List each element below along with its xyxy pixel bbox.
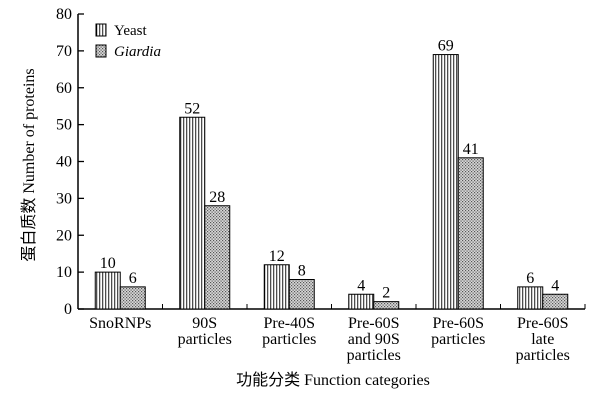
y-tick-label: 20 bbox=[56, 227, 72, 244]
data-label: 41 bbox=[463, 141, 479, 158]
data-label: 4 bbox=[357, 277, 365, 294]
x-tick-label-line: particles bbox=[347, 347, 401, 364]
y-tick-label: 30 bbox=[56, 190, 72, 207]
bar-yeast bbox=[348, 293, 375, 310]
x-tick-label-line: 90S bbox=[192, 315, 217, 332]
bar-giardia bbox=[373, 301, 400, 310]
bar-giardia bbox=[204, 205, 231, 310]
bar-yeast bbox=[94, 271, 121, 310]
data-label: 6 bbox=[526, 270, 534, 287]
x-tick-label-line: particles bbox=[431, 331, 485, 348]
bar-yeast bbox=[517, 286, 544, 310]
data-label: 4 bbox=[551, 277, 559, 294]
x-tick-label: Pre-60S late particles bbox=[516, 315, 570, 364]
x-tick-label-line: SnoRNPs bbox=[89, 315, 151, 332]
data-label: 69 bbox=[438, 38, 454, 55]
y-tick-label: 10 bbox=[56, 264, 72, 281]
x-tick-label-line: particles bbox=[516, 347, 570, 364]
x-tick-label-line: particles bbox=[262, 331, 316, 348]
x-tick-label: 90S particles bbox=[178, 315, 232, 348]
y-tick-label: 50 bbox=[56, 117, 72, 134]
x-tick-label: Pre-60S particles bbox=[431, 315, 485, 348]
x-tick-label-line: and 90S bbox=[348, 331, 400, 348]
y-axis-label: 蛋白质数 Number of proteins bbox=[20, 68, 38, 261]
data-label: 28 bbox=[209, 189, 225, 206]
x-tick-label-line: particles bbox=[178, 331, 232, 348]
legend-swatch bbox=[95, 23, 107, 37]
x-axis-title: 功能分类 Function categories bbox=[236, 371, 430, 389]
data-label: 10 bbox=[100, 255, 116, 272]
data-label: 12 bbox=[269, 248, 285, 265]
y-tick-label: 70 bbox=[56, 43, 72, 60]
x-tick-label-line: Pre-40S bbox=[263, 315, 315, 332]
data-label: 2 bbox=[382, 285, 390, 302]
x-tick-label-line: Pre-60S bbox=[348, 315, 400, 332]
y-tick-label: 40 bbox=[56, 154, 72, 171]
bar-yeast bbox=[263, 264, 290, 310]
y-tick-label: 0 bbox=[64, 301, 72, 318]
bar-giardia bbox=[542, 293, 569, 310]
bar-yeast bbox=[432, 54, 459, 310]
x-tick-label-line: Pre-60S bbox=[432, 315, 484, 332]
y-tick-label: 60 bbox=[56, 80, 72, 97]
bar-giardia bbox=[457, 157, 484, 310]
y-tick-label: 80 bbox=[56, 6, 72, 23]
x-tick-label: SnoRNPs bbox=[89, 315, 151, 332]
data-label: 52 bbox=[184, 100, 200, 117]
x-tick-label: Pre-40S particles bbox=[262, 315, 316, 348]
bar-giardia bbox=[119, 286, 146, 310]
x-tick-label: Pre-60S and 90S particles bbox=[347, 315, 401, 364]
y-axis-title: 蛋白质数 Number of proteins bbox=[20, 68, 38, 261]
x-tick-label-line: Pre-60S bbox=[517, 315, 569, 332]
legend-swatch bbox=[95, 44, 107, 58]
bar-giardia bbox=[288, 279, 315, 310]
data-label: 8 bbox=[298, 263, 306, 280]
legend-label: Yeast bbox=[114, 23, 147, 39]
x-tick-label-line: late bbox=[531, 331, 554, 348]
legend-label: Giardia bbox=[114, 44, 161, 60]
data-label: 6 bbox=[129, 270, 137, 287]
bar-yeast bbox=[179, 116, 206, 310]
